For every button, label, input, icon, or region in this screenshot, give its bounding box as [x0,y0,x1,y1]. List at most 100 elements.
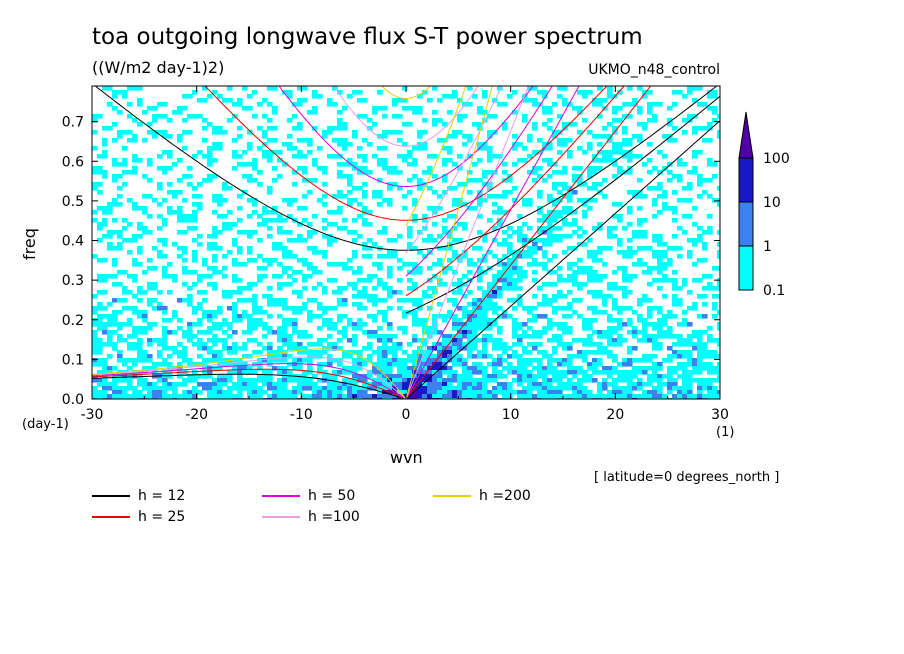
heatmap-cell [297,362,303,367]
heatmap-cell [587,254,593,259]
heatmap-cell [347,190,353,195]
heatmap-cell [412,378,418,383]
heatmap-cell [447,310,453,315]
y-axis-label: freq [20,228,39,260]
heatmap-cell [457,322,463,327]
heatmap-cell [677,246,683,251]
heatmap-cell [707,162,713,167]
heatmap-cell [427,394,433,399]
heatmap-cell [602,310,608,315]
heatmap-cell [672,246,678,251]
heatmap-cell [542,302,548,307]
heatmap-cell [192,386,198,391]
heatmap-cell [267,86,273,91]
heatmap-cell [237,278,243,283]
heatmap-cell [507,266,513,271]
heatmap-cell [602,346,608,351]
heatmap-cell [547,298,553,303]
heatmap-cell [657,390,663,395]
heatmap-cell [707,326,713,331]
heatmap-cell [597,370,603,375]
heatmap-cell [377,266,383,271]
heatmap-cell [557,382,563,387]
heatmap-cell [292,114,298,119]
heatmap-cell [512,134,518,139]
heatmap-cell [702,246,708,251]
heatmap-cell [252,394,258,399]
colorbar-label: 0.1 [763,283,785,299]
heatmap-cell [402,142,408,147]
heatmap-cell [292,278,298,283]
heatmap-cell [262,346,268,351]
heatmap-cell [302,154,308,159]
heatmap-cell [697,178,703,183]
heatmap-cell [222,294,228,299]
heatmap-cell [577,110,583,115]
heatmap-cell [527,246,533,251]
y-tick-label: 0.3 [62,273,84,289]
heatmap-cell [452,370,458,375]
heatmap-cell [607,154,613,159]
heatmap-cell [622,126,628,131]
heatmap-cell [362,290,368,295]
heatmap-cell [137,310,143,315]
heatmap-cell [237,134,243,139]
heatmap-cell [702,102,708,107]
heatmap-cell [587,90,593,95]
heatmap-cell [112,122,118,127]
heatmap-cell [317,250,323,255]
heatmap-cell [537,194,543,199]
heatmap-cell [527,310,533,315]
heatmap-cell [272,382,278,387]
heatmap-cell [582,90,588,95]
heatmap-cell [567,346,573,351]
heatmap-cell [557,294,563,299]
heatmap-cell [242,230,248,235]
heatmap-cell [132,238,138,243]
heatmap-cell [627,358,633,363]
heatmap-cell [437,382,443,387]
heatmap-cell [607,374,613,379]
heatmap-cell [222,358,228,363]
heatmap-cell [137,338,143,343]
heatmap-cell [587,362,593,367]
heatmap-cell [177,354,183,359]
heatmap-cell [607,366,613,371]
heatmap-cell [527,374,533,379]
heatmap-cell [617,394,623,399]
heatmap-cell [102,290,108,295]
heatmap-cell [477,326,483,331]
heatmap-cell [292,378,298,383]
heatmap-cell [162,222,168,227]
heatmap-cell [407,310,413,315]
heatmap-cell [497,86,503,91]
heatmap-cell [252,318,258,323]
heatmap-cell [527,350,533,355]
heatmap-cell [142,210,148,215]
heatmap-cell [707,90,713,95]
heatmap-cell [262,334,268,339]
heatmap-cell [147,342,153,347]
heatmap-cell [572,338,578,343]
heatmap-cell [122,170,128,175]
heatmap-cell [297,126,303,131]
heatmap-cell [547,358,553,363]
heatmap-cell [102,326,108,331]
heatmap-cell [177,394,183,399]
heatmap-cell [212,394,218,399]
heatmap-cell [617,378,623,383]
heatmap-cell [197,242,203,247]
heatmap-cell [567,222,573,227]
heatmap-cell [582,394,588,399]
heatmap-cell [522,202,528,207]
heatmap-cell [497,342,503,347]
heatmap-cell [237,206,243,211]
heatmap-cell [162,374,168,379]
heatmap-cell [647,390,653,395]
heatmap-cell [677,362,683,367]
heatmap-cell [322,286,328,291]
heatmap-cell [637,138,643,143]
heatmap-cell [537,330,543,335]
heatmap-cell [717,378,720,383]
heatmap-cell [117,242,123,247]
